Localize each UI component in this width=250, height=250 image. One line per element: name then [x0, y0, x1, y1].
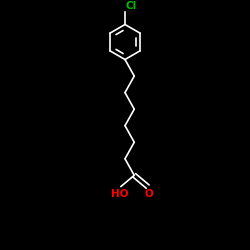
Text: O: O — [144, 190, 153, 200]
Text: HO: HO — [111, 190, 128, 200]
Text: Cl: Cl — [126, 1, 137, 11]
